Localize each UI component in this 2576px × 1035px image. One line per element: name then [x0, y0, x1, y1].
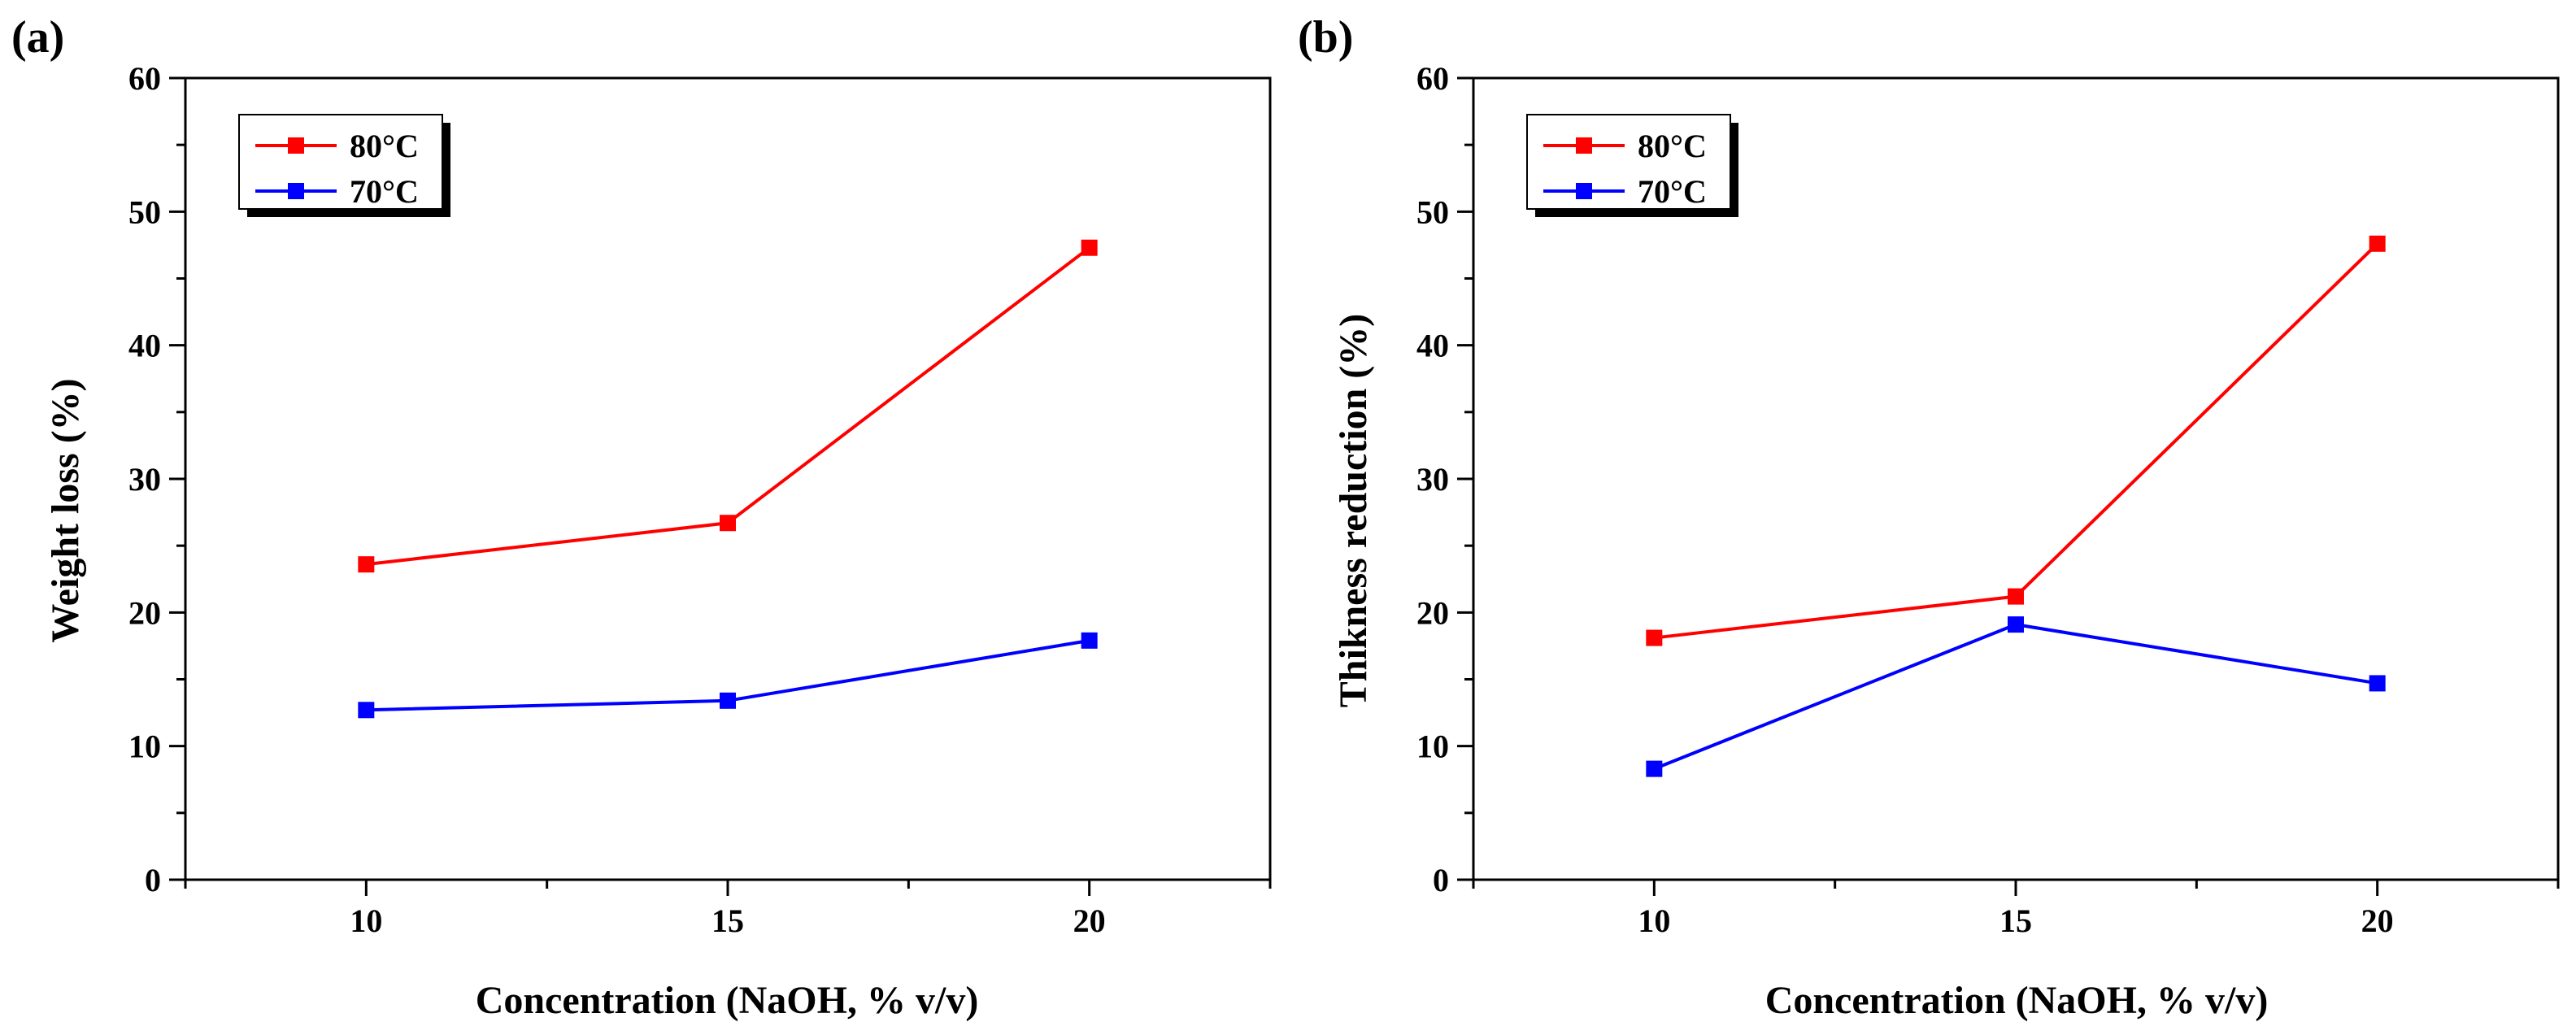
- data-point-b-0: [2369, 235, 2386, 252]
- ticks-a: 0 10 20 30 40 50 60 10 15 20: [128, 60, 1272, 939]
- legend-a: 80°C 70°C: [238, 114, 450, 217]
- legend-label-b-1: 70°C: [1638, 173, 1707, 210]
- x-tick-label-a: 10: [350, 902, 382, 939]
- y-tick-label-a: 10: [128, 728, 161, 765]
- legend-marker-a-1: [288, 183, 304, 199]
- x-tick-label-b: 10: [1638, 902, 1670, 939]
- y-tick-label-a: 40: [128, 328, 161, 364]
- data-point-a-0: [720, 515, 736, 532]
- x-axis-title-a: Concentration (NaOH, % v/v): [476, 979, 979, 1022]
- legend-b: 80°C 70°C: [1526, 114, 1738, 217]
- y-tick-label-b: 20: [1416, 594, 1449, 631]
- ticks-b: 0 10 20 30 40 50 60 10 15 20: [1416, 60, 2560, 939]
- legend-marker-b-1: [1576, 183, 1592, 199]
- data-point-a-0: [358, 556, 375, 573]
- legend-label-a-0: 80°C: [350, 128, 419, 164]
- y-tick-label-a: 0: [145, 862, 161, 898]
- data-point-a-1: [1081, 632, 1098, 649]
- y-tick-label-a: 20: [128, 594, 161, 631]
- x-tick-label-b: 15: [1999, 902, 2032, 939]
- data-point-a-1: [358, 702, 375, 719]
- data-point-a-0: [1081, 239, 1098, 256]
- y-axis-title-a: Weight loss (%): [44, 378, 87, 642]
- y-tick-label-b: 10: [1416, 728, 1449, 765]
- data-point-b-0: [1646, 629, 1663, 646]
- y-tick-label-a: 30: [128, 461, 161, 498]
- legend-label-a-1: 70°C: [350, 173, 419, 210]
- data-point-b-1: [2008, 616, 2024, 633]
- y-tick-label-b: 60: [1416, 60, 1449, 97]
- x-tick-label-a: 15: [711, 902, 744, 939]
- series-line-b-0: [1654, 242, 2379, 640]
- series-line-b-1: [1653, 623, 2378, 771]
- y-tick-label-a: 60: [128, 60, 161, 97]
- data-point-b-0: [2008, 588, 2024, 605]
- panel-b: (b) Concentration (NaOH, % v/v) Thikness…: [1298, 12, 2560, 1022]
- x-tick-label-b: 20: [2361, 902, 2394, 939]
- legend-label-b-0: 80°C: [1638, 128, 1707, 164]
- y-tick-label-b: 30: [1416, 461, 1449, 498]
- legend-box-a: [238, 114, 443, 210]
- x-axis-title-b: Concentration (NaOH, % v/v): [1765, 979, 2269, 1022]
- y-tick-label-a: 50: [128, 194, 161, 230]
- panel-a: (a) Concentration (NaOH, % v/v) Weight l…: [11, 12, 1272, 1022]
- y-tick-label-b: 0: [1433, 862, 1449, 898]
- data-point-b-1: [1646, 760, 1663, 777]
- panel-label-a: (a): [11, 12, 64, 63]
- legend-marker-b-0: [1576, 137, 1592, 154]
- y-tick-label-b: 50: [1416, 194, 1449, 230]
- legend-marker-a-0: [288, 137, 304, 154]
- series-b: [1646, 235, 2386, 777]
- series-a: [358, 239, 1098, 719]
- legend-box-b: [1526, 114, 1731, 210]
- data-point-a-1: [720, 692, 736, 709]
- y-tick-label-b: 40: [1416, 328, 1449, 364]
- x-tick-label-a: 20: [1073, 902, 1106, 939]
- data-point-b-1: [2369, 675, 2386, 692]
- y-axis-title-b: Thikness reduction (%): [1332, 314, 1375, 708]
- panel-label-b: (b): [1298, 12, 1353, 63]
